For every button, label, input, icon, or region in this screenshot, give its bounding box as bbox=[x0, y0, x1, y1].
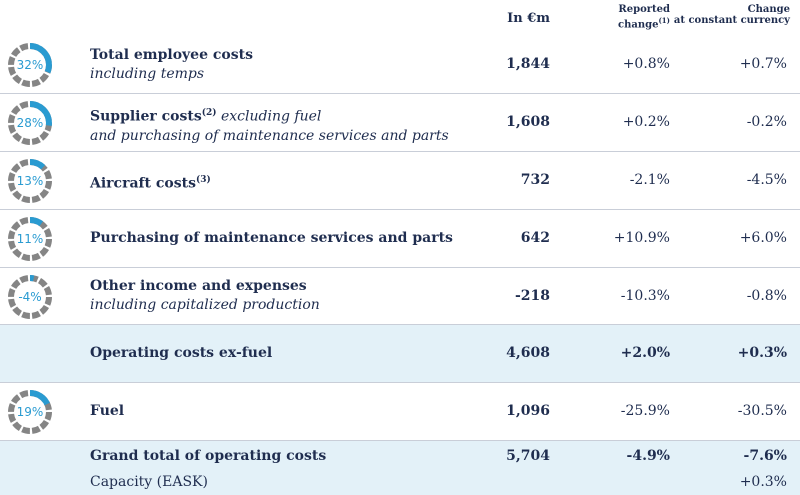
donut-chart bbox=[8, 390, 52, 434]
table-row-maintenance-purchasing: 11% Purchasing of maintenance services a… bbox=[0, 210, 800, 268]
donut-share-arc bbox=[8, 390, 52, 434]
value-in-em: 5,704 bbox=[506, 448, 550, 464]
row-label: Other income and expenses including capi… bbox=[90, 277, 320, 315]
footnote-ref: (3) bbox=[195, 175, 211, 185]
row-label: Purchasing of maintenance services and p… bbox=[90, 229, 453, 248]
reported-change: -2.1% bbox=[629, 172, 670, 188]
table-row-supplier-costs: 28% Supplier costs(2) excluding fuel and… bbox=[0, 94, 800, 152]
capacity-change: +0.3% bbox=[739, 474, 787, 490]
constant-currency-change: +0.7% bbox=[739, 56, 787, 72]
share-percent: 19% bbox=[16, 405, 44, 419]
row-title: Fuel bbox=[90, 403, 125, 419]
share-donut: 11% bbox=[6, 215, 54, 263]
row-subtitle: including temps bbox=[90, 66, 205, 82]
donut-chart bbox=[8, 43, 52, 87]
constant-currency-change: -4.5% bbox=[746, 172, 787, 188]
value-in-em: 642 bbox=[520, 230, 550, 246]
share-percent: 32% bbox=[16, 58, 44, 72]
constant-currency-change: -0.8% bbox=[746, 288, 787, 304]
reported-change: +0.2% bbox=[622, 114, 670, 130]
share-donut: -4% bbox=[6, 273, 54, 321]
donut-share-arc bbox=[8, 217, 52, 261]
reported-change: +2.0% bbox=[620, 345, 670, 361]
constant-currency-change: -30.5% bbox=[737, 403, 787, 419]
share-percent: -4% bbox=[18, 290, 42, 304]
row-title: Aircraft costs bbox=[90, 175, 196, 192]
constant-currency-change: -0.2% bbox=[746, 114, 787, 130]
change-header-line1: Change bbox=[747, 4, 790, 15]
row-label: Operating costs ex-fuel bbox=[90, 344, 272, 363]
value-in-em: 732 bbox=[520, 172, 550, 188]
row-title: Operating costs ex-fuel bbox=[90, 345, 273, 361]
reported-change: +10.9% bbox=[613, 230, 670, 246]
value-in-em: 1,844 bbox=[506, 56, 550, 72]
table-row-employee-costs: 32% Total employee costs including temps… bbox=[0, 36, 800, 94]
table-row-other-income: -4% Other income and expenses including … bbox=[0, 268, 800, 325]
reported-header-line2: change(1) bbox=[618, 15, 670, 30]
donut-chart bbox=[8, 217, 52, 261]
table-row-opex-ex-fuel: Operating costs ex-fuel 4,608 +2.0% +0.3… bbox=[0, 325, 800, 383]
column-header-in-em: In €m bbox=[507, 11, 550, 26]
donut-chart bbox=[8, 275, 52, 319]
row-label: Aircraft costs(3) bbox=[90, 171, 211, 194]
share-donut: 13% bbox=[6, 157, 54, 205]
reported-change: +0.8% bbox=[622, 56, 670, 72]
donut-share-arc bbox=[8, 43, 52, 87]
row-title-italic: excluding fuel bbox=[216, 108, 322, 125]
share-percent: 28% bbox=[16, 116, 44, 130]
share-donut: 32% bbox=[6, 41, 54, 89]
value-in-em: -218 bbox=[514, 288, 550, 304]
value-in-em: 1,608 bbox=[506, 114, 550, 130]
donut-share-arc bbox=[8, 101, 52, 145]
donut-chart bbox=[8, 101, 52, 145]
reported-header-line1: Reported bbox=[618, 4, 670, 15]
row-label: Total employee costs including temps bbox=[90, 46, 253, 84]
reported-change: -10.3% bbox=[620, 288, 670, 304]
donut-share-arc bbox=[8, 159, 52, 203]
reported-change: -25.9% bbox=[620, 403, 670, 419]
column-header-reported-change: Reported change(1) bbox=[618, 4, 670, 30]
share-donut: 19% bbox=[6, 388, 54, 436]
table-row-fuel: 19% Fuel 1,096 -25.9% -30.5% bbox=[0, 383, 800, 441]
reported-change: -4.9% bbox=[626, 448, 670, 464]
row-label: Grand total of operating costs bbox=[90, 447, 326, 466]
row-label: Fuel bbox=[90, 402, 124, 421]
change-header-line2: at constant currency bbox=[673, 15, 790, 26]
reported-footnote-ref: (1) bbox=[658, 16, 671, 25]
share-percent: 11% bbox=[16, 232, 44, 246]
row-title: Total employee costs bbox=[90, 47, 253, 63]
row-title: Purchasing of maintenance services and p… bbox=[90, 230, 453, 246]
share-percent: 13% bbox=[16, 174, 44, 188]
constant-currency-change: -7.6% bbox=[743, 448, 787, 464]
constant-currency-change: +6.0% bbox=[739, 230, 787, 246]
table-header: In €m Reported change(1) Change at const… bbox=[0, 0, 800, 36]
donut-chart bbox=[8, 159, 52, 203]
donut-share-arc bbox=[8, 275, 52, 319]
row-title: Grand total of operating costs bbox=[90, 448, 327, 464]
table-row-grand-total: Grand total of operating costs 5,704 -4.… bbox=[0, 441, 800, 495]
capacity-label: Capacity (EASK) bbox=[90, 474, 208, 490]
row-title: Supplier costs bbox=[90, 108, 202, 125]
reported-header-text: change bbox=[618, 19, 659, 31]
share-donut: 28% bbox=[6, 99, 54, 147]
value-in-em: 4,608 bbox=[506, 345, 550, 361]
row-label: Supplier costs(2) excluding fuel and pur… bbox=[90, 104, 449, 146]
row-subtitle: including capitalized production bbox=[90, 297, 320, 313]
row-title: Other income and expenses bbox=[90, 278, 307, 294]
table-row-aircraft-costs: 13% Aircraft costs(3) 732 -2.1% -4.5% bbox=[0, 152, 800, 210]
constant-currency-change: +0.3% bbox=[737, 345, 787, 361]
row-subtitle: and purchasing of maintenance services a… bbox=[90, 127, 449, 144]
column-header-constant-currency: Change at constant currency bbox=[674, 4, 790, 26]
value-in-em: 1,096 bbox=[506, 403, 550, 419]
footnote-ref: (2) bbox=[201, 108, 217, 118]
